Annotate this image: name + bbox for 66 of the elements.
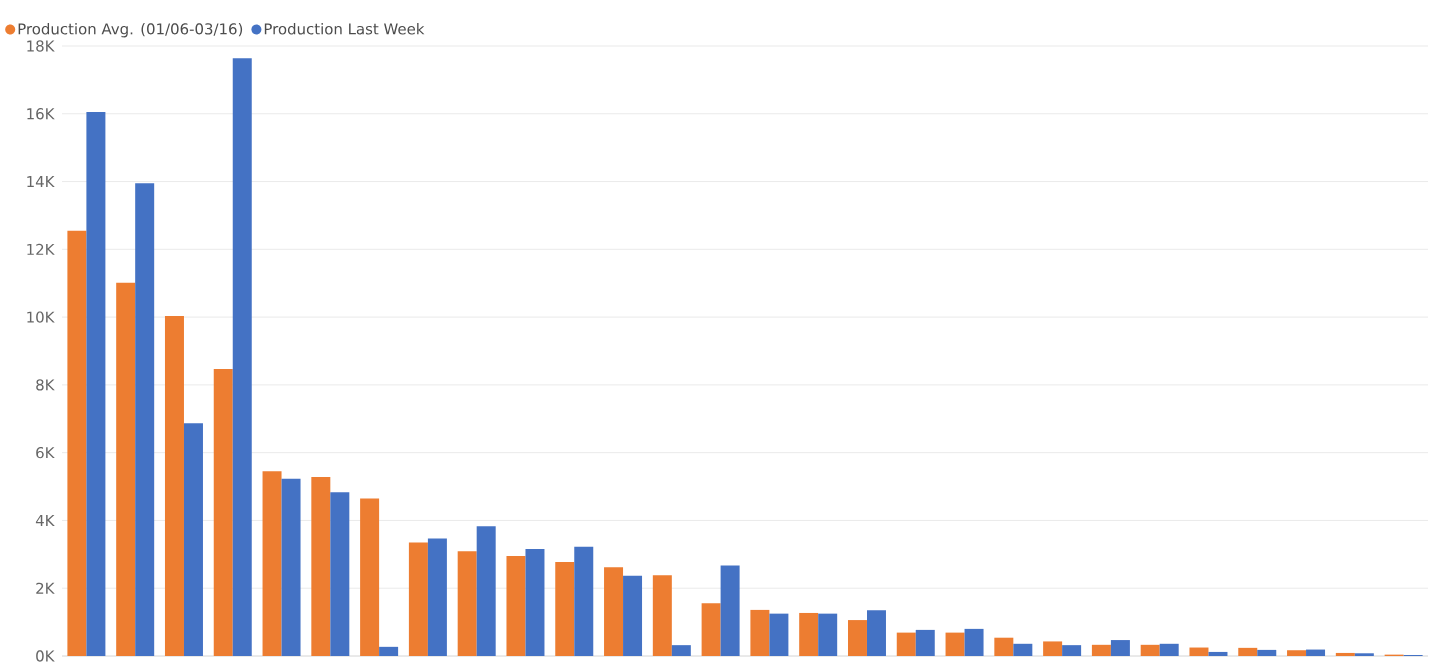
- bar: [427, 538, 447, 657]
- bar: [1257, 649, 1277, 657]
- y-tick-label: 14K: [27, 176, 55, 188]
- bar: [457, 551, 477, 657]
- bar: [1306, 649, 1326, 657]
- y-tick-label: 8K: [36, 379, 55, 391]
- bar: [915, 629, 935, 657]
- bar: [1208, 651, 1228, 657]
- bar: [1159, 643, 1179, 657]
- bar: [652, 575, 672, 657]
- y-tick-label: 10K: [27, 311, 55, 323]
- bar: [1110, 640, 1130, 657]
- bar: [1043, 641, 1063, 657]
- bar: [506, 556, 526, 657]
- bar: [769, 613, 789, 657]
- bar: [623, 575, 643, 657]
- bar: [750, 609, 770, 657]
- bar: [896, 632, 916, 657]
- bar: [1335, 652, 1355, 657]
- bar: [1091, 644, 1111, 657]
- bar: [1238, 647, 1258, 657]
- y-tick-label: 12K: [27, 243, 55, 255]
- bar: [164, 316, 184, 657]
- bar: [994, 637, 1014, 657]
- bar: [183, 423, 203, 657]
- bar: [1189, 647, 1209, 657]
- bar: [476, 526, 496, 657]
- bar: [311, 477, 331, 657]
- bar: [720, 565, 740, 657]
- bar: [135, 183, 155, 657]
- y-tick-label: 4K: [35, 515, 55, 526]
- y-tick-label: 0K: [36, 650, 55, 662]
- y-tick-label: 18K: [27, 40, 55, 52]
- bar: [847, 620, 867, 657]
- bar: [1354, 653, 1374, 657]
- bar: [262, 471, 282, 657]
- bar: [818, 613, 838, 657]
- bar: [555, 562, 575, 657]
- bar: [360, 498, 380, 657]
- bar: [1013, 643, 1033, 657]
- bar: [525, 548, 545, 657]
- bar: [86, 112, 106, 657]
- bar: [799, 612, 819, 657]
- bar: [964, 628, 984, 657]
- bar: [1287, 650, 1307, 657]
- bar: [379, 646, 399, 657]
- y-tick-label: 6K: [36, 447, 55, 459]
- y-tick-label: 16K: [27, 108, 55, 120]
- bar: [408, 542, 428, 657]
- legend-label: Production Avg. (01/06-03/16): [18, 22, 243, 38]
- legend-label: Production Last Week: [264, 22, 425, 35]
- bar: [330, 492, 350, 657]
- bar: [1062, 645, 1082, 657]
- bar: [116, 282, 136, 657]
- y-tick-label: 2K: [36, 582, 55, 594]
- bar: [1140, 644, 1160, 657]
- bar: [232, 58, 252, 657]
- bar: [866, 610, 886, 657]
- bar: [945, 632, 965, 657]
- bar: [574, 546, 594, 657]
- bar: [213, 368, 233, 657]
- bar: [671, 645, 691, 657]
- bar: [281, 478, 301, 657]
- bar: [604, 567, 624, 657]
- bar: [701, 603, 721, 657]
- bar: [67, 230, 87, 657]
